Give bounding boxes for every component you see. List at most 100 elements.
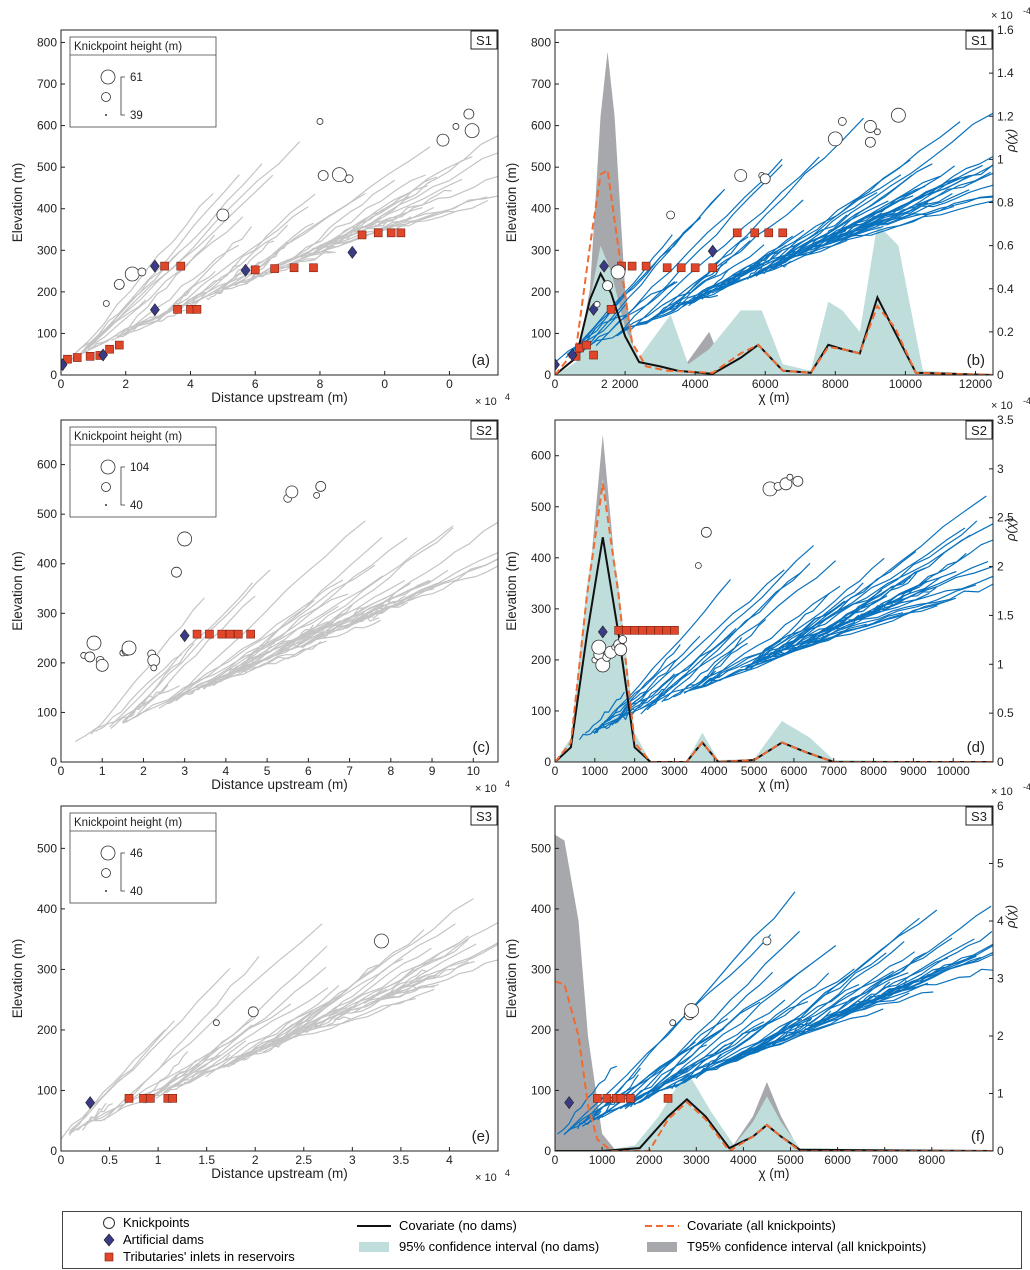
stream-profile-line <box>647 199 804 322</box>
stream-profile-line <box>109 582 253 728</box>
x-tick-label: 0 <box>552 377 559 391</box>
knickpoint-marker <box>837 117 847 126</box>
x-multiplier: × 10 <box>475 396 497 408</box>
knickpoint-marker <box>316 118 324 125</box>
stream-profile-line <box>683 623 867 693</box>
x-tick-label: 6 <box>305 764 312 778</box>
x-exponent: 4 <box>505 779 510 789</box>
size-legend-small-circle <box>105 890 107 892</box>
panel-c: 0 1 2 3 4 5 6 7 8 9 100100200300400500600Distance … <box>10 419 510 795</box>
knickpoint-marker <box>216 208 230 222</box>
legend-ci-no-dams: 95% confidence interval (no dams) <box>355 1239 599 1254</box>
x-axis-label: χ (m) <box>758 1166 789 1181</box>
y-tick-label: 400 <box>531 551 551 565</box>
stream-profile-line <box>373 961 469 1003</box>
stream-profile-line <box>745 600 846 669</box>
stream-profile-line <box>341 984 439 1014</box>
stream-profile-line <box>675 1017 813 1088</box>
x-tick-label: 2 <box>252 1153 259 1167</box>
panel-a: 0 2 4 6 8 0 00100200300400500600700800Distance… <box>10 29 510 408</box>
size-legend-box <box>69 426 217 518</box>
stream-profile-line <box>755 121 961 277</box>
x-tick-label: 2 <box>140 764 147 778</box>
y2-tick-label: 1 <box>997 1087 1004 1101</box>
y-tick-label: 400 <box>37 202 57 216</box>
covariate-all-knickpoints-line <box>555 168 993 375</box>
stream-profile-line <box>285 179 396 263</box>
panel-label: (a) <box>472 352 490 369</box>
stream-profile-line <box>269 923 456 1045</box>
dam-marker <box>61 358 68 372</box>
x-tick-label: 0 <box>552 764 559 778</box>
knickpoint-marker <box>212 1019 220 1027</box>
x-tick-label: 0 <box>446 377 453 391</box>
stream-profile-line <box>780 605 938 651</box>
stream-profile-line <box>600 579 731 728</box>
inlet-marker <box>192 305 202 314</box>
x-exponent: 4 <box>505 392 510 402</box>
knickpoint-marker <box>150 664 158 672</box>
x-tick-label: 0 <box>381 377 388 391</box>
stream-profile-line <box>236 1001 330 1062</box>
y2-tick-label: 4 <box>997 914 1004 928</box>
x-tick-label: 10000 <box>889 377 923 391</box>
stream-profile-line <box>789 592 930 648</box>
inlet-marker <box>373 228 383 238</box>
y-tick-label: 500 <box>531 160 551 174</box>
inlet-marker <box>662 263 672 273</box>
inlet-marker <box>622 626 631 635</box>
dam-marker <box>85 1096 96 1110</box>
covariate-all-knickpoints-line <box>555 483 993 762</box>
y-axis-label: Elevation (m) <box>10 551 25 631</box>
x-tick-label: 4 <box>187 377 194 391</box>
size-legend-bracket <box>120 76 125 116</box>
x-tick-label: 2000 <box>612 377 639 391</box>
y-tick-label: 600 <box>37 119 57 133</box>
x-tick-label: 6 <box>252 377 259 391</box>
y-tick-label: 600 <box>531 449 551 463</box>
dam-marker <box>98 348 108 362</box>
stream-profile-line <box>878 969 941 1000</box>
x-axis-label: Distance upstream (m) <box>211 777 348 792</box>
knickpoint-marker <box>121 640 137 656</box>
inlet-marker <box>589 350 598 360</box>
x-tick-label: 1 <box>155 1153 162 1167</box>
y2-tick-label: 2 <box>997 560 1004 574</box>
stream-profile-line <box>780 584 977 652</box>
inlet-marker <box>646 626 655 635</box>
stream-profile-line <box>777 527 966 655</box>
inlet-marker <box>105 344 114 354</box>
knickpoint-marker <box>610 264 626 280</box>
knickpoint-marker <box>177 531 193 547</box>
panel-label: (c) <box>473 739 491 756</box>
x-axis-label: Distance upstream (m) <box>211 1166 348 1181</box>
stream-profile-line <box>848 583 993 621</box>
plot-frame <box>554 419 994 763</box>
stream-profile-line <box>68 1020 175 1134</box>
stream-profile-line <box>74 685 180 743</box>
dam-marker <box>564 1096 575 1110</box>
stream-profile-line <box>818 520 978 635</box>
y-tick-label: 200 <box>531 1023 551 1037</box>
stream-profile-line <box>692 618 767 689</box>
y2-exponent: -4 <box>1023 782 1030 792</box>
stream-profile-line <box>314 195 410 254</box>
x-tick-label: 6000 <box>824 1153 851 1167</box>
inlet-marker <box>676 263 686 273</box>
x-tick-label: 12000 <box>959 377 993 391</box>
y-tick-label: 0 <box>50 755 57 769</box>
size-legend-min-value: 40 <box>130 500 143 512</box>
inlet-marker <box>764 228 774 238</box>
x-tick-label: 8 <box>317 377 324 391</box>
stream-profile-line <box>630 156 820 330</box>
inlet-marker <box>690 263 700 273</box>
data-layer <box>61 898 498 1139</box>
site-label: S1 <box>476 33 492 48</box>
knickpoint-marker <box>618 635 628 644</box>
dam-marker <box>149 259 160 273</box>
panel-label: (d) <box>967 739 985 756</box>
knickpoint-marker <box>317 170 329 181</box>
x-tick-label: 4000 <box>730 1153 757 1167</box>
data-layer <box>555 834 993 1151</box>
y2-tick-label: 0.2 <box>997 325 1014 339</box>
